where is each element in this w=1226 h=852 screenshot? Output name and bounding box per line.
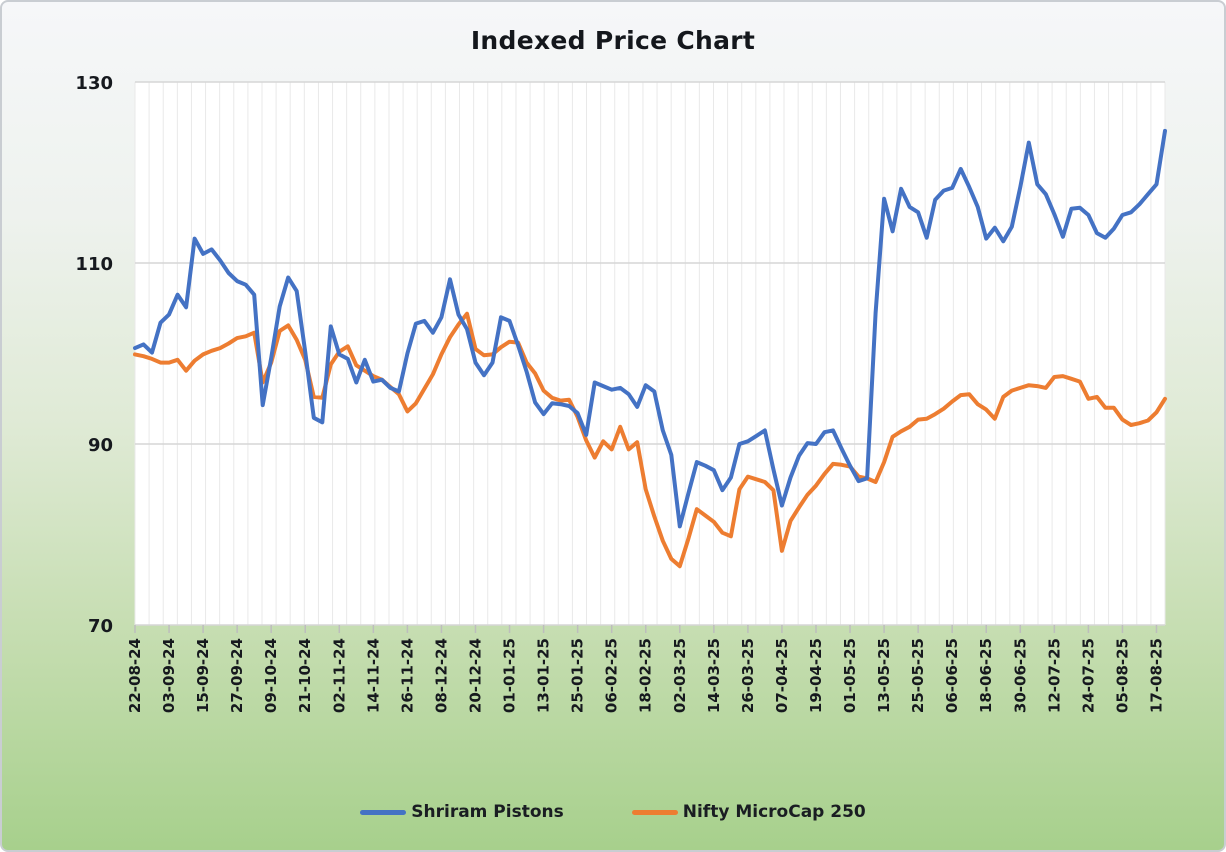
chart-legend: Shriram Pistons Nifty MicroCap 250 — [2, 802, 1224, 822]
x-axis-tick-label: 03-09-24 — [160, 638, 178, 713]
x-axis-tick-label: 15-09-24 — [194, 638, 212, 713]
x-axis-tick-label: 06-02-25 — [603, 638, 621, 713]
y-axis-tick-label: 110 — [75, 254, 113, 275]
x-axis-ticks — [134, 625, 1158, 633]
x-axis-tick-label: 14-11-24 — [364, 638, 382, 713]
y-axis-tick-label: 70 — [88, 616, 113, 637]
x-axis-tick-label: 27-09-24 — [228, 638, 246, 713]
x-axis-tick-label: 18-02-25 — [637, 638, 655, 713]
x-axis-tick-label: 06-06-25 — [943, 638, 961, 713]
x-axis-tick-label: 24-07-25 — [1079, 638, 1097, 713]
x-axis-tick-label: 02-03-25 — [671, 638, 689, 713]
x-axis-tick-label: 01-05-25 — [841, 638, 859, 713]
x-axis-tick-label: 22-08-24 — [126, 638, 144, 713]
x-axis-tick-label: 09-10-24 — [262, 638, 280, 713]
x-axis-tick-label: 25-05-25 — [909, 638, 927, 713]
y-axis-tick-label: 90 — [88, 435, 113, 456]
nifty-microcap-250-line-swatch-icon — [631, 809, 678, 815]
x-axis-tick-label: 14-03-25 — [705, 638, 723, 713]
x-axis-tick-label: 30-06-25 — [1011, 638, 1029, 713]
series-lines — [133, 128, 1167, 569]
x-axis-tick-label: 05-08-25 — [1113, 638, 1131, 713]
x-axis-tick-label: 25-01-25 — [569, 638, 587, 713]
legend-item-nifty-microcap-250: Nifty MicroCap 250 — [631, 802, 866, 822]
shriram-pistons-line — [133, 128, 1167, 529]
x-axis-tick-label: 26-11-24 — [398, 638, 416, 713]
x-axis-tick-label: 19-04-25 — [807, 638, 825, 713]
x-axis-tick-label: 01-01-25 — [501, 638, 519, 713]
x-axis-labels: 22-08-24 03-09-24 15-09-24 27-09-24 09-10-24… — [126, 638, 1165, 713]
x-axis-tick-label: 12-07-25 — [1045, 638, 1063, 713]
x-axis-tick-label: 08-12-24 — [432, 638, 450, 713]
x-axis-tick-label: 17-08-25 — [1147, 638, 1165, 713]
shriram-pistons-line-swatch-icon — [360, 809, 407, 815]
chart-title: Indexed Price Chart — [470, 26, 756, 55]
horizontal-gridlines — [135, 81, 1165, 626]
x-axis-tick-label: 21-10-24 — [296, 638, 314, 713]
x-axis-tick-label: 18-06-25 — [977, 638, 995, 713]
legend-label: Nifty MicroCap 250 — [682, 802, 866, 822]
x-axis-tick-label: 02-11-24 — [330, 638, 348, 713]
x-axis-tick-label: 07-04-25 — [773, 638, 791, 713]
y-axis-tick-label: 130 — [75, 73, 113, 94]
vertical-gridlines — [134, 82, 1166, 625]
x-axis-tick-label: 13-05-25 — [875, 638, 893, 713]
x-axis-tick-label: 26-03-25 — [739, 638, 757, 713]
x-axis-tick-label: 20-12-24 — [466, 638, 484, 713]
y-axis-labels: 130 110 90 70 — [75, 73, 113, 637]
legend-item-shriram-pistons: Shriram Pistons — [360, 802, 564, 822]
legend-label: Shriram Pistons — [411, 802, 564, 822]
plot-area — [135, 82, 1165, 625]
x-axis-tick-label: 13-01-25 — [535, 638, 553, 713]
